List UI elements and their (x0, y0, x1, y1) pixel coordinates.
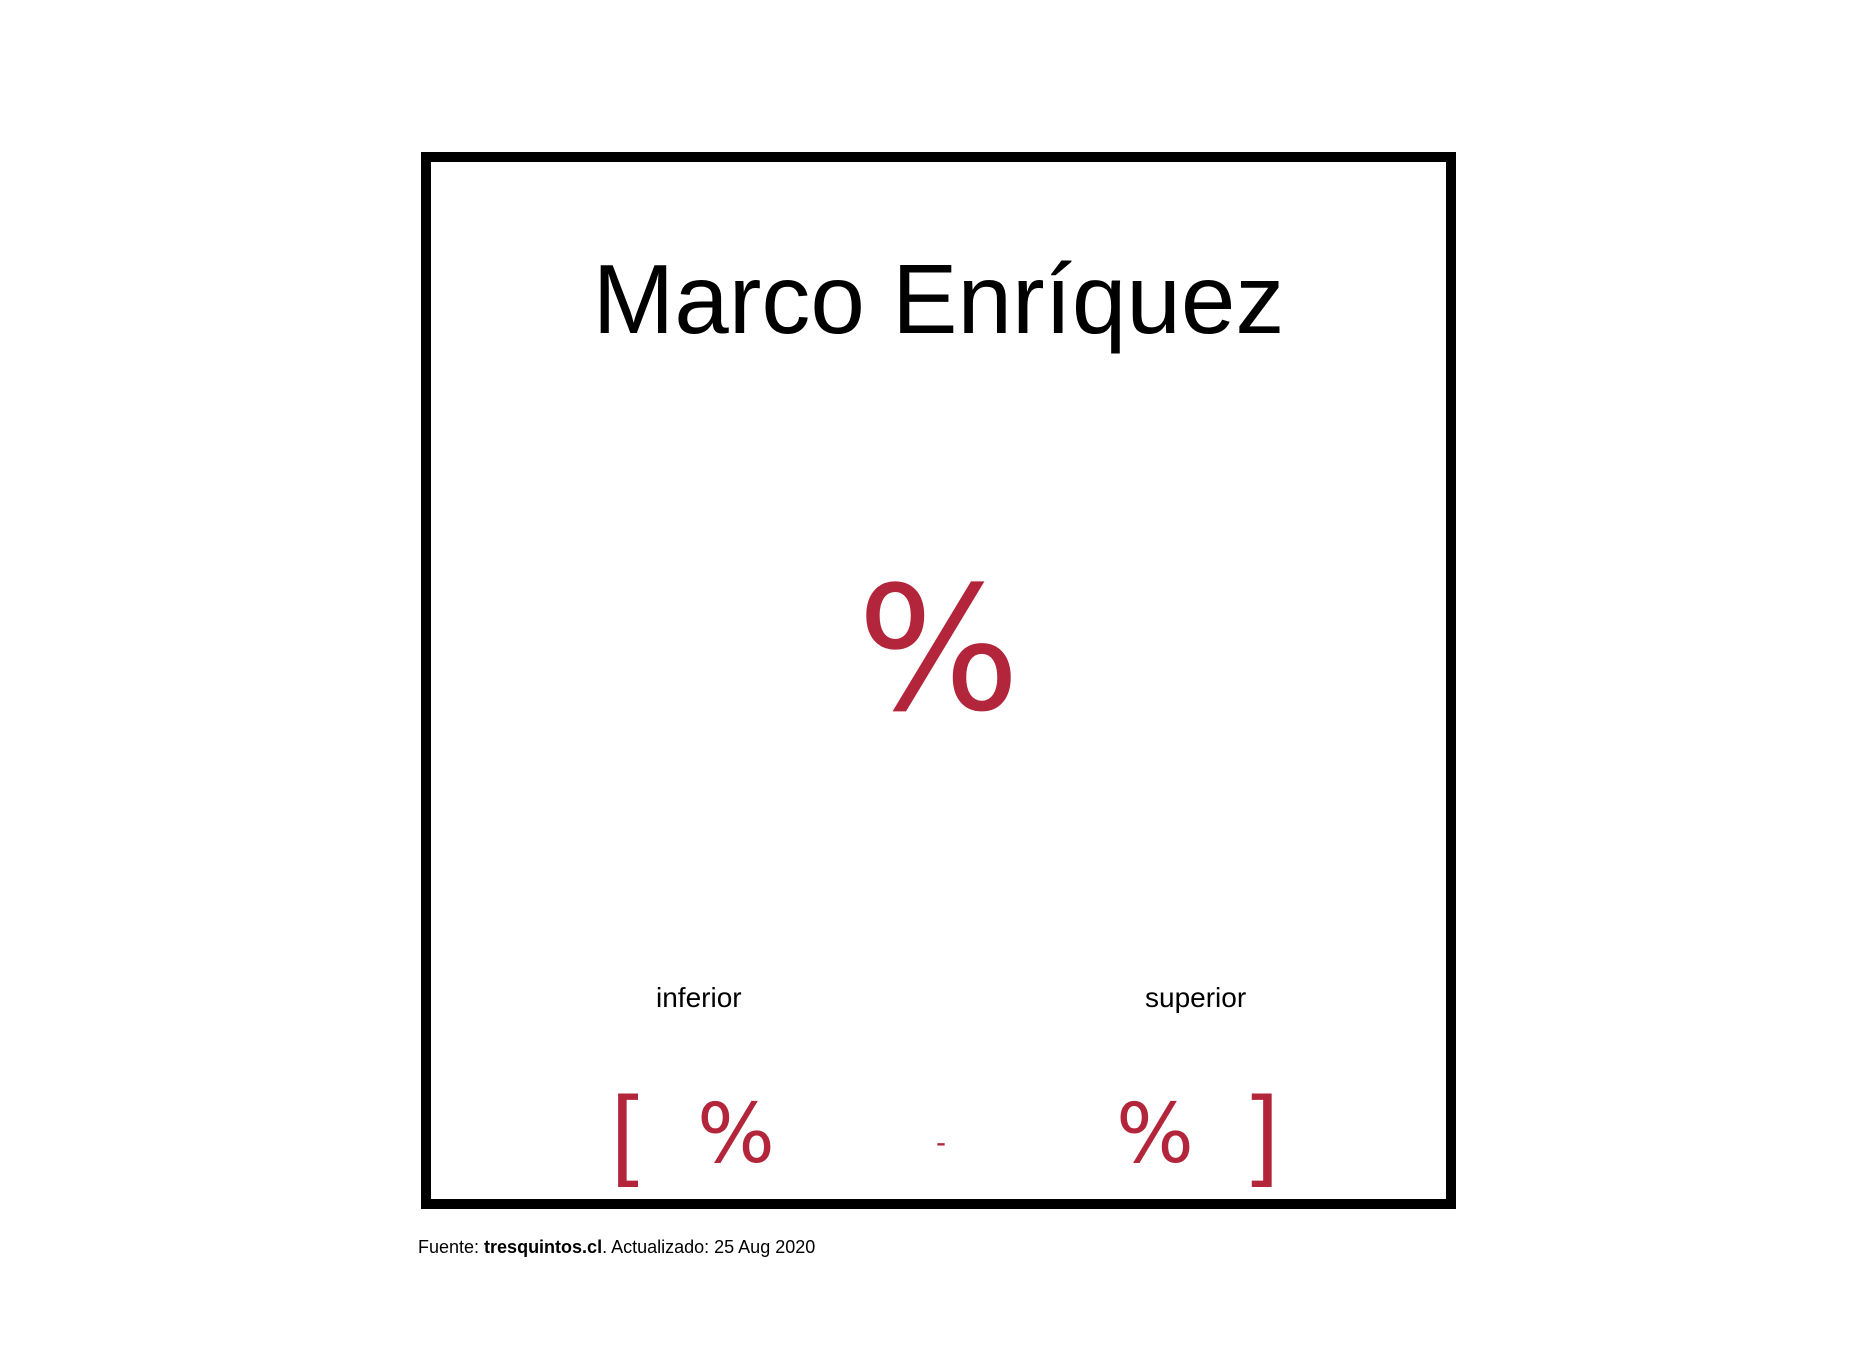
upper-bound-percentage: % (1116, 1087, 1194, 1182)
interval-open-bracket: [ (611, 1076, 639, 1188)
main-percentage: % (856, 549, 1021, 750)
interval-separator: - (936, 1126, 946, 1159)
lower-bound-percentage: % (697, 1087, 775, 1182)
source-prefix: Fuente: (418, 1237, 485, 1257)
source-name: tresquintos.cl (484, 1237, 603, 1257)
updated-text: . Actualizado: 25 Aug 2020 (602, 1237, 816, 1257)
lower-bound-label: inferior (656, 982, 742, 1013)
candidate-name: Marco Enríquez (592, 244, 1285, 354)
upper-bound-label: superior (1145, 982, 1247, 1013)
candidate-card: Marco Enríquez % inferior superior [ % -… (421, 152, 1456, 1209)
source-footer: Fuente: tresquintos.cl. Actualizado: 25 … (418, 1238, 815, 1256)
interval-close-bracket: ] (1251, 1076, 1279, 1188)
